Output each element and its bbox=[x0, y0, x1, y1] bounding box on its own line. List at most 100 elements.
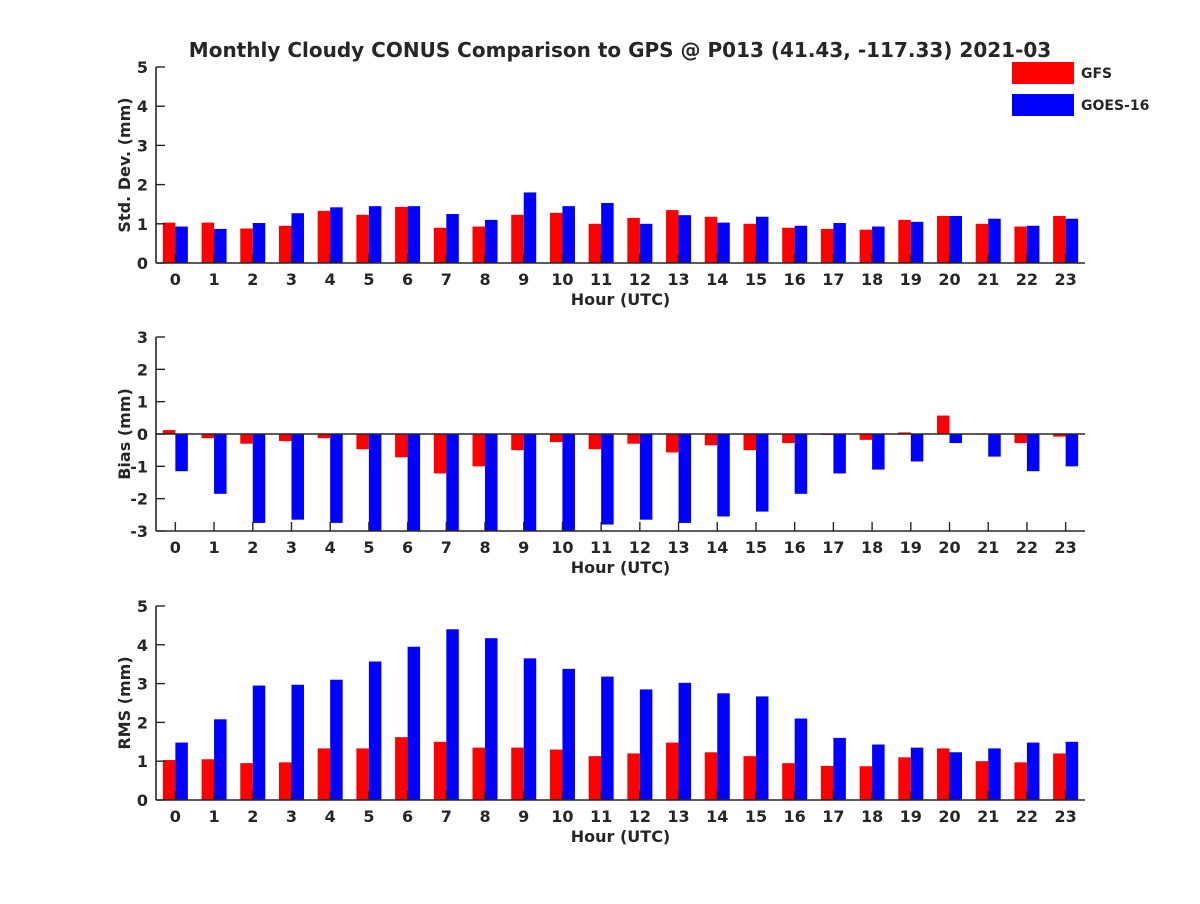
bar-gfs-hour-15 bbox=[743, 223, 756, 263]
x-tick-label: 12 bbox=[629, 270, 651, 289]
bar-goes-16-hour-17 bbox=[833, 434, 846, 474]
bar-gfs-hour-10 bbox=[549, 212, 563, 263]
x-axis-label: Hour (UTC) bbox=[571, 827, 671, 846]
bar-goes-16-hour-5 bbox=[368, 434, 382, 531]
x-tick-label: 15 bbox=[745, 807, 767, 826]
bar-goes-16-hour-21 bbox=[988, 748, 1001, 800]
bar-goes-16-hour-22 bbox=[1026, 434, 1040, 472]
bar-goes-16-hour-4 bbox=[330, 207, 343, 263]
x-tick-label: 15 bbox=[745, 538, 767, 557]
bar-goes-16-hour-14 bbox=[717, 434, 730, 517]
bar-gfs-hour-13 bbox=[666, 742, 679, 800]
bar-goes-16-hour-17 bbox=[833, 737, 846, 800]
bar-gfs-hour-22 bbox=[1014, 226, 1027, 263]
legend-swatch-goes-16 bbox=[1012, 94, 1074, 116]
x-tick-label: 9 bbox=[518, 538, 529, 557]
bar-gfs-hour-3 bbox=[278, 434, 292, 442]
x-tick-label: 20 bbox=[938, 270, 960, 289]
bar-goes-16-hour-22 bbox=[1026, 225, 1040, 263]
bar-gfs-hour-2 bbox=[240, 763, 253, 800]
bar-gfs-hour-22 bbox=[1014, 762, 1027, 800]
x-tick-label: 23 bbox=[1055, 807, 1077, 826]
bar-goes-16-hour-10 bbox=[562, 206, 575, 263]
x-tick-label: 12 bbox=[629, 807, 651, 826]
bar-goes-16-hour-6 bbox=[407, 646, 421, 800]
y-axis-label: RMS (mm) bbox=[115, 656, 134, 749]
x-tick-label: 10 bbox=[551, 538, 573, 557]
bar-gfs-hour-4 bbox=[317, 748, 331, 800]
x-tick-label: 12 bbox=[629, 538, 651, 557]
legend-label: GOES-16 bbox=[1081, 98, 1149, 114]
bar-goes-16-hour-19 bbox=[910, 221, 924, 263]
bar-goes-16-hour-18 bbox=[872, 744, 885, 800]
bar-gfs-hour-20 bbox=[937, 215, 950, 263]
x-tick-label: 1 bbox=[208, 270, 219, 289]
x-tick-label: 22 bbox=[1016, 270, 1038, 289]
y-tick-label: 5 bbox=[137, 58, 148, 77]
x-tick-label: 2 bbox=[247, 807, 258, 826]
bar-gfs-hour-14 bbox=[704, 216, 718, 263]
x-tick-label: 19 bbox=[900, 270, 922, 289]
bar-gfs-hour-19 bbox=[898, 219, 911, 263]
x-tick-label: 18 bbox=[861, 807, 883, 826]
x-tick-label: 2 bbox=[247, 270, 258, 289]
bar-gfs-hour-0 bbox=[162, 760, 176, 800]
x-tick-label: 9 bbox=[518, 270, 529, 289]
x-tick-label: 14 bbox=[706, 807, 728, 826]
x-tick-label: 16 bbox=[784, 807, 806, 826]
x-tick-label: 20 bbox=[938, 807, 960, 826]
bar-gfs-hour-1 bbox=[201, 759, 215, 800]
y-tick-label: 0 bbox=[137, 425, 148, 444]
bar-goes-16-hour-18 bbox=[872, 434, 885, 470]
x-tick-label: 9 bbox=[518, 807, 529, 826]
y-tick-label: 1 bbox=[137, 752, 148, 771]
bar-gfs-hour-5 bbox=[356, 214, 369, 263]
x-tick-label: 18 bbox=[861, 538, 883, 557]
bar-goes-16-hour-11 bbox=[601, 434, 614, 525]
bar-goes-16-hour-4 bbox=[330, 679, 343, 800]
x-tick-label: 16 bbox=[784, 270, 806, 289]
x-tick-label: 7 bbox=[441, 807, 452, 826]
x-tick-label: 17 bbox=[822, 538, 844, 557]
x-tick-label: 23 bbox=[1055, 270, 1077, 289]
bar-gfs-hour-4 bbox=[317, 210, 331, 263]
bar-goes-16-hour-3 bbox=[291, 213, 304, 263]
x-tick-label: 21 bbox=[977, 538, 999, 557]
y-tick-label: 1 bbox=[137, 215, 148, 234]
x-tick-label: 13 bbox=[667, 538, 689, 557]
y-axis-label: Bias (mm) bbox=[115, 388, 134, 480]
y-tick-label: 3 bbox=[137, 675, 148, 694]
x-tick-label: 5 bbox=[363, 807, 374, 826]
x-tick-label: 7 bbox=[441, 270, 452, 289]
bar-goes-16-hour-14 bbox=[717, 693, 730, 800]
bar-goes-16-hour-3 bbox=[291, 684, 304, 800]
bar-goes-16-hour-7 bbox=[446, 629, 459, 800]
bar-gfs-hour-3 bbox=[278, 762, 292, 800]
bar-gfs-hour-16 bbox=[782, 434, 795, 444]
bar-goes-16-hour-7 bbox=[446, 214, 459, 263]
x-axis-label: Hour (UTC) bbox=[571, 558, 671, 577]
x-tick-label: 20 bbox=[938, 538, 960, 557]
bar-gfs-hour-17 bbox=[820, 765, 834, 800]
bar-gfs-hour-14 bbox=[704, 434, 718, 446]
bar-goes-16-hour-10 bbox=[562, 668, 575, 800]
y-tick-label: 2 bbox=[137, 713, 148, 732]
bar-goes-16-hour-14 bbox=[717, 222, 730, 263]
x-tick-label: 22 bbox=[1016, 538, 1038, 557]
x-tick-label: 14 bbox=[706, 538, 728, 557]
bar-gfs-hour-20 bbox=[937, 748, 950, 800]
bar-goes-16-hour-11 bbox=[601, 676, 614, 800]
bar-gfs-hour-3 bbox=[278, 225, 292, 263]
bar-goes-16-hour-15 bbox=[755, 434, 769, 512]
bar-gfs-hour-8 bbox=[472, 747, 486, 800]
x-axis-label: Hour (UTC) bbox=[571, 290, 671, 309]
bar-goes-16-hour-19 bbox=[910, 434, 924, 462]
y-tick-label: 2 bbox=[137, 360, 148, 379]
bar-gfs-hour-15 bbox=[743, 434, 756, 451]
x-tick-label: 11 bbox=[590, 270, 612, 289]
bar-goes-16-hour-13 bbox=[678, 215, 692, 263]
bar-goes-16-hour-1 bbox=[214, 434, 227, 494]
x-tick-label: 6 bbox=[402, 807, 413, 826]
